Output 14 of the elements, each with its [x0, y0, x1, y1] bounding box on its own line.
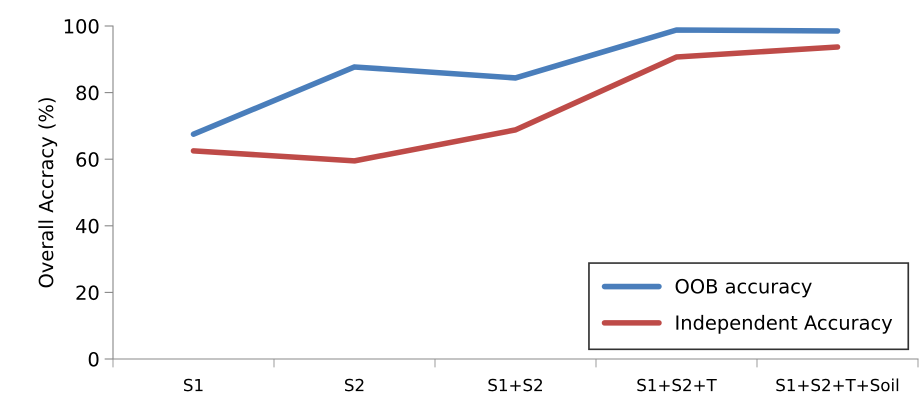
y-tick-label: 0 [88, 352, 99, 367]
y-tick-label: 60 [76, 152, 99, 167]
x-tick-label: S1 [184, 378, 203, 392]
x-tick-label: S1+S2+T [637, 378, 717, 392]
legend-label: Independent Accuracy [676, 314, 892, 334]
x-tick-label: S2 [345, 378, 364, 392]
x-tick-label: S1+S2+T+Soil [776, 378, 898, 392]
y-axis-title: Overall Accracy (%) [38, 98, 58, 288]
legend-label: OOB accuracy [676, 278, 812, 298]
x-tick-label: S1+S2 [488, 378, 542, 392]
y-tick-label: 20 [76, 285, 99, 300]
y-tick-label: 40 [76, 218, 99, 234]
y-tick-label: 80 [76, 86, 99, 100]
y-tick-label: 100 [64, 18, 99, 34]
